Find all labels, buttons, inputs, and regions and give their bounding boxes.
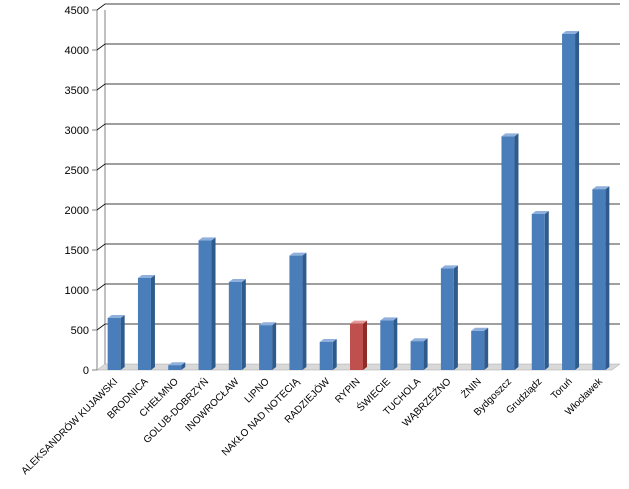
bar [137, 275, 155, 370]
bar-front [562, 34, 576, 370]
bar-side [363, 320, 367, 370]
category-labels: ALEKSANDRÓW KUJAWSKIBRODNICACHEŁMNOGOLUB… [18, 375, 605, 477]
bar-top [107, 315, 125, 318]
bar [228, 279, 246, 370]
value-axis: 0 500 1000 1500 2000 2500 3000 3500 4000 4500 [65, 5, 97, 377]
category-label: ALEKSANDRÓW KUJAWSKI [18, 375, 120, 477]
bar-top [592, 186, 610, 190]
bar-front [440, 268, 454, 370]
y-tick-label: 1000 [65, 285, 89, 297]
bar-top [319, 339, 337, 342]
bar-side [241, 279, 246, 370]
bar-top [289, 252, 307, 256]
bar-front [259, 325, 273, 370]
bar [531, 211, 549, 370]
bar-top [501, 133, 519, 137]
bar-top [562, 31, 580, 34]
category-label: INOWROCŁAW [184, 376, 242, 434]
bar-top [198, 237, 216, 241]
bar [259, 322, 277, 370]
bar-front [592, 189, 606, 370]
bar [319, 339, 337, 370]
bar-front [107, 318, 121, 370]
bar-side [272, 322, 277, 370]
gridline [96, 123, 620, 131]
y-tick-label: 4000 [65, 45, 89, 57]
bar-top [168, 362, 186, 366]
bar-side [453, 265, 458, 370]
bar-front [228, 282, 242, 370]
bar-side [514, 133, 519, 370]
bar-top [380, 317, 398, 321]
bar [107, 315, 125, 370]
bar-side [181, 362, 186, 370]
y-tick-label: 2000 [65, 205, 89, 217]
bar-front [410, 341, 424, 370]
bar-front [531, 214, 545, 370]
y-tick-label: 2500 [65, 165, 89, 177]
bar-top [259, 322, 277, 326]
gridline [96, 3, 620, 11]
bar-front [350, 323, 363, 370]
bar-front [380, 320, 394, 370]
bar-top [440, 265, 458, 269]
bar-top [531, 211, 549, 214]
category-label: WĄBRZEŹNO [399, 375, 454, 430]
bar-top [350, 320, 367, 324]
bar [562, 31, 580, 370]
bar [410, 338, 428, 370]
category-label: ŻNIN [458, 375, 484, 401]
bar [440, 265, 458, 370]
bar-side [302, 252, 307, 370]
bar [592, 186, 610, 370]
bar-top [137, 275, 155, 278]
y-tick-label: 3500 [65, 85, 89, 97]
bar [501, 133, 519, 370]
bar-front [319, 342, 333, 370]
bar [380, 317, 398, 370]
y-tick-label: 0 [83, 365, 89, 377]
bar-side [423, 338, 428, 370]
bar-top [228, 279, 246, 282]
bar-side [393, 317, 398, 370]
bar-front [198, 240, 212, 370]
y-tick-label: 500 [71, 325, 89, 337]
bar-side [120, 315, 125, 370]
bar-front [168, 365, 182, 370]
bar-front [289, 255, 303, 370]
bar-front [137, 278, 151, 370]
gridline [96, 163, 620, 171]
gridline [96, 243, 620, 251]
gridline [96, 43, 620, 51]
gridline [96, 83, 620, 91]
gridline [96, 203, 620, 211]
category-label: RYPIN [333, 376, 362, 405]
category-label: LIPNO [243, 376, 272, 405]
bars [107, 31, 610, 370]
y-tick-label: 4500 [65, 5, 89, 17]
bar-side [605, 186, 610, 370]
bar [289, 252, 307, 370]
bar-side [150, 275, 155, 370]
bar-side [484, 327, 489, 370]
bar-side [211, 237, 216, 370]
y-tick-label: 3000 [65, 125, 89, 137]
bar-front [471, 330, 485, 370]
bar-side [332, 339, 337, 370]
bar-top [410, 338, 428, 342]
y-tick-label: 1500 [65, 245, 89, 257]
bar-top [471, 327, 489, 331]
bar [168, 362, 186, 370]
bar [350, 320, 367, 370]
bar-front [501, 136, 515, 370]
bar-side [575, 31, 580, 370]
bar [471, 327, 489, 370]
category-label: Toruń [549, 376, 574, 401]
bar [198, 237, 216, 370]
bar-side [544, 211, 549, 370]
